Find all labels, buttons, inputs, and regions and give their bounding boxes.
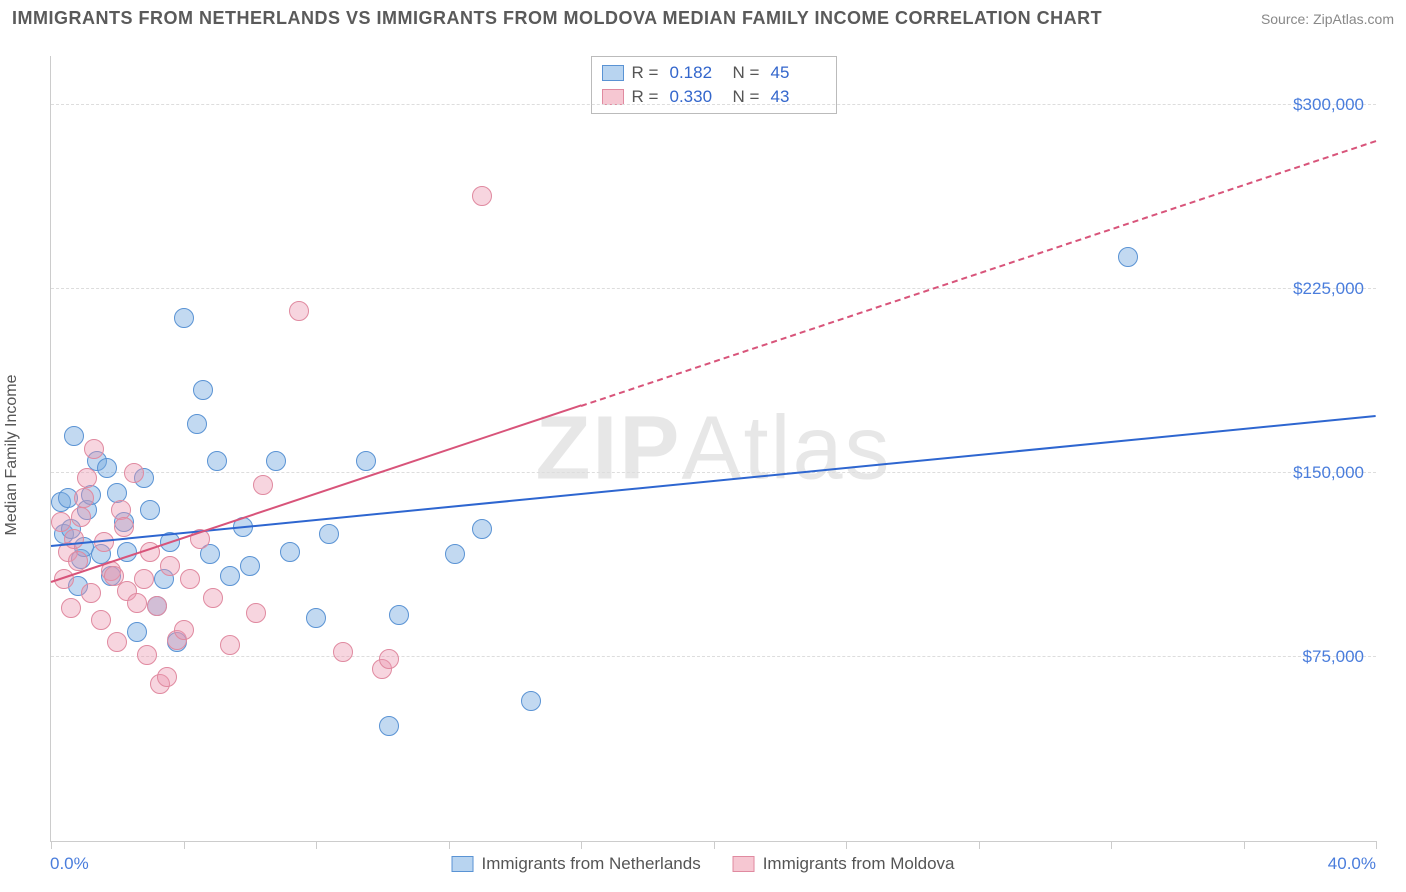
legend-row-netherlands: R = 0.182 N = 45 (602, 61, 826, 85)
watermark: ZIPAtlas (535, 397, 891, 500)
data-point (147, 596, 167, 616)
data-point (64, 426, 84, 446)
plot-area: ZIPAtlas R = 0.182 N = 45 R = 0.330 N = … (50, 56, 1376, 842)
data-point (246, 603, 266, 623)
chart-title: IMMIGRANTS FROM NETHERLANDS VS IMMIGRANT… (12, 8, 1102, 29)
r-value: 0.182 (670, 63, 725, 83)
x-tick (1376, 841, 1377, 849)
data-point (180, 569, 200, 589)
x-tick (184, 841, 185, 849)
trend-line (51, 405, 582, 584)
r-label: R = (632, 63, 662, 83)
legend-item-moldova: Immigrants from Moldova (733, 854, 955, 874)
x-tick (316, 841, 317, 849)
data-point (1118, 247, 1138, 267)
data-point (333, 642, 353, 662)
legend-row-moldova: R = 0.330 N = 43 (602, 85, 826, 109)
legend-label: Immigrants from Moldova (763, 854, 955, 874)
data-point (203, 588, 223, 608)
data-point (127, 622, 147, 642)
data-point (174, 308, 194, 328)
data-point (289, 301, 309, 321)
legend-label: Immigrants from Netherlands (482, 854, 701, 874)
data-point (160, 556, 180, 576)
data-point (124, 463, 144, 483)
n-label: N = (733, 63, 763, 83)
data-point (64, 529, 84, 549)
x-tick (846, 841, 847, 849)
x-tick (1111, 841, 1112, 849)
data-point (266, 451, 286, 471)
legend-series: Immigrants from Netherlands Immigrants f… (452, 854, 955, 874)
swatch-moldova (602, 89, 624, 105)
data-point (220, 566, 240, 586)
source-label: Source: ZipAtlas.com (1261, 11, 1394, 27)
data-point (114, 517, 134, 537)
x-axis-min: 0.0% (50, 854, 89, 874)
gridline (51, 656, 1376, 657)
data-point (77, 468, 97, 488)
data-point (107, 632, 127, 652)
x-tick (979, 841, 980, 849)
x-tick (51, 841, 52, 849)
y-tick-label: $150,000 (1293, 463, 1364, 483)
data-point (207, 451, 227, 471)
data-point (51, 512, 71, 532)
data-point (68, 551, 88, 571)
data-point (97, 458, 117, 478)
trend-line (51, 415, 1376, 547)
data-point (379, 716, 399, 736)
header: IMMIGRANTS FROM NETHERLANDS VS IMMIGRANT… (12, 8, 1394, 29)
watermark-suffix: Atlas (681, 398, 891, 498)
x-axis-max: 40.0% (1328, 854, 1376, 874)
gridline (51, 104, 1376, 105)
data-point (356, 451, 376, 471)
data-point (253, 475, 273, 495)
data-point (280, 542, 300, 562)
data-point (379, 649, 399, 669)
y-tick-label: $300,000 (1293, 95, 1364, 115)
x-tick (581, 841, 582, 849)
gridline (51, 288, 1376, 289)
data-point (71, 507, 91, 527)
n-value: 45 (771, 63, 826, 83)
data-point (74, 488, 94, 508)
x-tick (449, 841, 450, 849)
legend-item-netherlands: Immigrants from Netherlands (452, 854, 701, 874)
data-point (134, 569, 154, 589)
data-point (174, 620, 194, 640)
x-tick (1244, 841, 1245, 849)
data-point (472, 186, 492, 206)
legend-correlation: R = 0.182 N = 45 R = 0.330 N = 43 (591, 56, 837, 114)
data-point (319, 524, 339, 544)
data-point (84, 439, 104, 459)
data-point (389, 605, 409, 625)
y-tick-label: $225,000 (1293, 279, 1364, 299)
gridline (51, 472, 1376, 473)
data-point (127, 593, 147, 613)
data-point (521, 691, 541, 711)
data-point (157, 667, 177, 687)
swatch-moldova (733, 856, 755, 872)
data-point (306, 608, 326, 628)
data-point (140, 500, 160, 520)
data-point (187, 414, 207, 434)
data-point (220, 635, 240, 655)
x-tick (714, 841, 715, 849)
trend-line (581, 140, 1377, 407)
data-point (137, 645, 157, 665)
swatch-netherlands (452, 856, 474, 872)
data-point (81, 583, 101, 603)
data-point (91, 610, 111, 630)
y-axis-title: Median Family Income (3, 375, 21, 536)
swatch-netherlands (602, 65, 624, 81)
data-point (61, 598, 81, 618)
y-tick-label: $75,000 (1303, 647, 1364, 667)
data-point (240, 556, 260, 576)
data-point (445, 544, 465, 564)
data-point (193, 380, 213, 400)
data-point (472, 519, 492, 539)
